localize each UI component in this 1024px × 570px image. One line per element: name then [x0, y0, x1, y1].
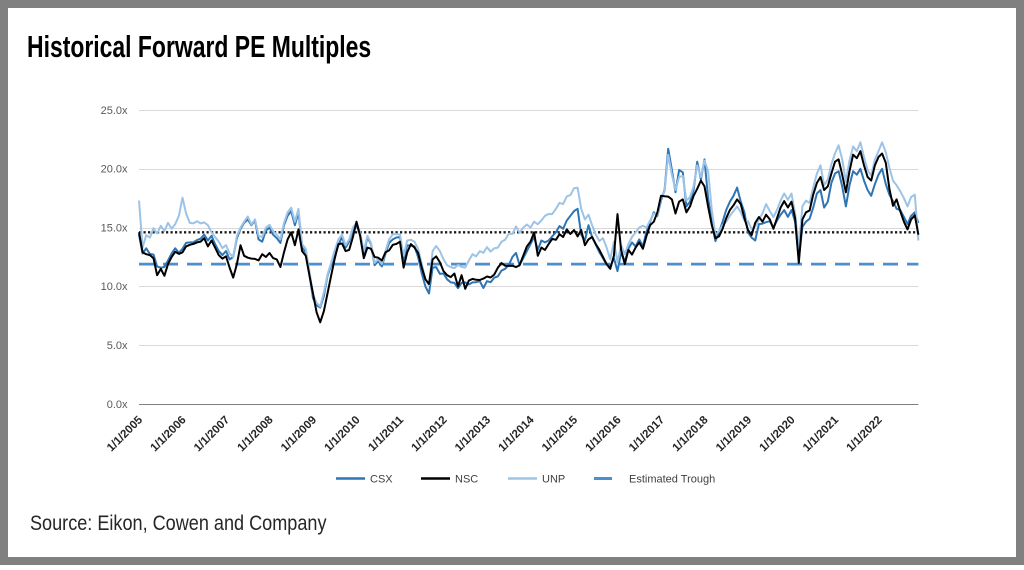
- svg-text:1/1/2007: 1/1/2007: [192, 414, 232, 454]
- svg-text:1/1/2019: 1/1/2019: [714, 414, 754, 454]
- svg-text:15.0x: 15.0x: [101, 222, 128, 234]
- svg-text:1/1/2013: 1/1/2013: [453, 414, 493, 454]
- svg-text:20.0x: 20.0x: [101, 164, 128, 176]
- svg-text:1/1/2006: 1/1/2006: [148, 414, 188, 454]
- svg-text:1/1/2015: 1/1/2015: [540, 414, 581, 455]
- svg-text:1/1/2010: 1/1/2010: [322, 414, 362, 454]
- svg-text:1/1/2020: 1/1/2020: [757, 414, 797, 454]
- svg-text:NSC: NSC: [455, 474, 478, 486]
- svg-text:CSX: CSX: [370, 474, 393, 486]
- svg-text:1/1/2017: 1/1/2017: [627, 414, 667, 454]
- svg-text:1/1/2008: 1/1/2008: [235, 414, 276, 455]
- svg-text:25.0x: 25.0x: [101, 105, 128, 117]
- svg-text:1/1/2016: 1/1/2016: [583, 414, 623, 454]
- svg-text:1/1/2011: 1/1/2011: [366, 414, 406, 454]
- svg-text:1/1/2009: 1/1/2009: [279, 414, 319, 454]
- svg-text:UNP: UNP: [542, 474, 565, 486]
- svg-text:1/1/2018: 1/1/2018: [670, 414, 711, 455]
- svg-text:1/1/2021: 1/1/2021: [801, 414, 842, 455]
- svg-text:10.0x: 10.0x: [101, 281, 128, 293]
- svg-text:1/1/2005: 1/1/2005: [105, 414, 146, 455]
- svg-text:5.0x: 5.0x: [107, 340, 128, 352]
- svg-text:1/1/2014: 1/1/2014: [496, 414, 537, 455]
- svg-text:1/1/2012: 1/1/2012: [409, 414, 449, 454]
- svg-text:1/1/2022: 1/1/2022: [844, 414, 884, 454]
- svg-text:0.0x: 0.0x: [107, 399, 128, 411]
- svg-text:Estimated Trough: Estimated Trough: [629, 474, 715, 486]
